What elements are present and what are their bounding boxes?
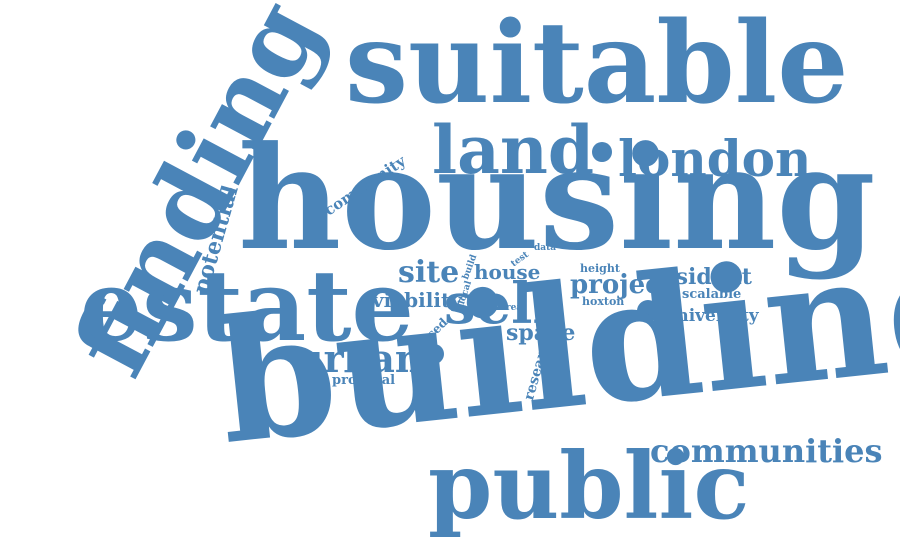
word-area: area [500, 303, 523, 313]
word-house: house [474, 260, 541, 284]
word-hoxton: hoxton [582, 295, 625, 308]
word-project: project [570, 270, 674, 300]
word-proposal: proposal [332, 373, 396, 388]
word-dot-3 [424, 344, 444, 364]
word-data: data [534, 243, 557, 253]
word-university: university [664, 306, 759, 326]
word-suitable: suitable [345, 0, 849, 129]
word-dot-2 [637, 300, 659, 322]
word-communities: communities [650, 432, 883, 470]
word-self: self [444, 271, 557, 337]
word-space: space [506, 320, 576, 346]
word-viability: viability [372, 288, 462, 312]
word-land: land [432, 111, 594, 189]
word-public: public [428, 432, 750, 540]
word-scalable: scalable [682, 287, 742, 302]
word-site: site [398, 255, 460, 290]
word-housing: housing [238, 116, 876, 282]
word-urban: urban [296, 336, 423, 381]
word-london: london [618, 129, 812, 188]
word-height: height [580, 262, 620, 275]
word-dot-1 [592, 142, 612, 162]
word-resident: resident [650, 264, 752, 290]
word-estate: estate [80, 249, 414, 364]
